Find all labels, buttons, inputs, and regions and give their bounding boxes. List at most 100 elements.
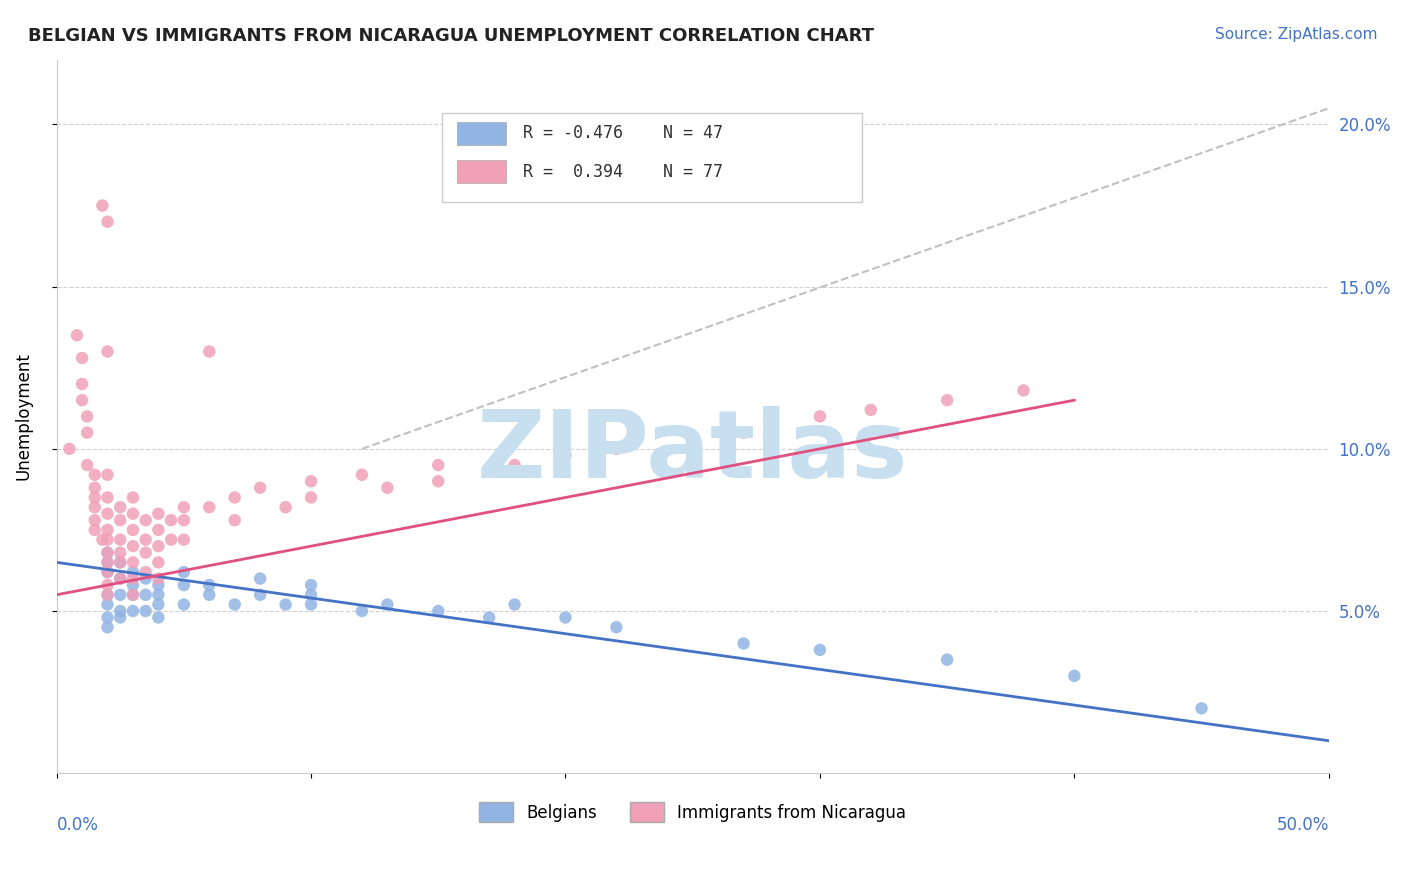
Text: ZIPatlas: ZIPatlas [477,406,908,498]
Point [122,539,145,553]
Point [173,598,195,612]
Point [377,598,399,612]
FancyBboxPatch shape [457,161,506,183]
Point [377,481,399,495]
Point [110,513,132,527]
Point [91,533,114,547]
Point [198,578,221,592]
Point [198,588,221,602]
Point [122,565,145,579]
Point [554,610,576,624]
Point [96,533,118,547]
Point [110,546,132,560]
Point [1191,701,1213,715]
Point [135,604,157,618]
Point [110,572,132,586]
Point [96,565,118,579]
Point [859,403,882,417]
Point [58,442,80,456]
Point [96,546,118,560]
Point [808,409,831,424]
Point [110,610,132,624]
Point [478,610,501,624]
Point [96,578,118,592]
Point [249,588,271,602]
Y-axis label: Unemployment: Unemployment [15,352,32,480]
Point [70,376,93,391]
Point [110,588,132,602]
Point [96,588,118,602]
Point [148,588,170,602]
Point [274,598,297,612]
Point [110,555,132,569]
Point [135,513,157,527]
Point [110,555,132,569]
Point [135,565,157,579]
Point [76,409,98,424]
Point [936,393,959,408]
Point [122,572,145,586]
Point [148,523,170,537]
Point [758,416,780,430]
Point [83,491,105,505]
Point [148,572,170,586]
Point [148,598,170,612]
Point [96,491,118,505]
Point [96,598,118,612]
Point [135,533,157,547]
Point [96,344,118,359]
Point [936,653,959,667]
Point [173,533,195,547]
FancyBboxPatch shape [441,113,862,202]
Point [808,643,831,657]
Point [83,467,105,482]
Text: 0.0%: 0.0% [56,816,98,834]
Point [96,610,118,624]
Point [91,198,114,212]
Point [122,491,145,505]
Point [96,555,118,569]
Point [224,513,246,527]
Point [148,555,170,569]
Point [198,344,221,359]
Text: R =  0.394    N = 77: R = 0.394 N = 77 [523,162,724,181]
Point [70,393,93,408]
Point [160,513,183,527]
Point [173,565,195,579]
Point [1063,669,1085,683]
Point [427,475,450,489]
Text: BELGIAN VS IMMIGRANTS FROM NICARAGUA UNEMPLOYMENT CORRELATION CHART: BELGIAN VS IMMIGRANTS FROM NICARAGUA UNE… [28,27,875,45]
Point [299,475,322,489]
Point [299,588,322,602]
Point [503,598,526,612]
Point [96,546,118,560]
Point [83,513,105,527]
Point [76,458,98,472]
Point [733,636,755,650]
Point [83,481,105,495]
Point [135,588,157,602]
Point [554,448,576,462]
Point [299,578,322,592]
Point [173,578,195,592]
Point [110,533,132,547]
Point [148,610,170,624]
Point [249,572,271,586]
Point [96,523,118,537]
FancyBboxPatch shape [457,122,506,145]
Point [122,523,145,537]
Point [83,500,105,515]
Point [122,588,145,602]
Point [148,539,170,553]
Point [299,491,322,505]
Point [83,523,105,537]
Point [135,572,157,586]
Point [76,425,98,440]
Point [110,500,132,515]
Point [70,351,93,365]
Point [173,500,195,515]
Point [96,588,118,602]
Point [224,598,246,612]
Point [605,620,627,634]
Point [122,604,145,618]
